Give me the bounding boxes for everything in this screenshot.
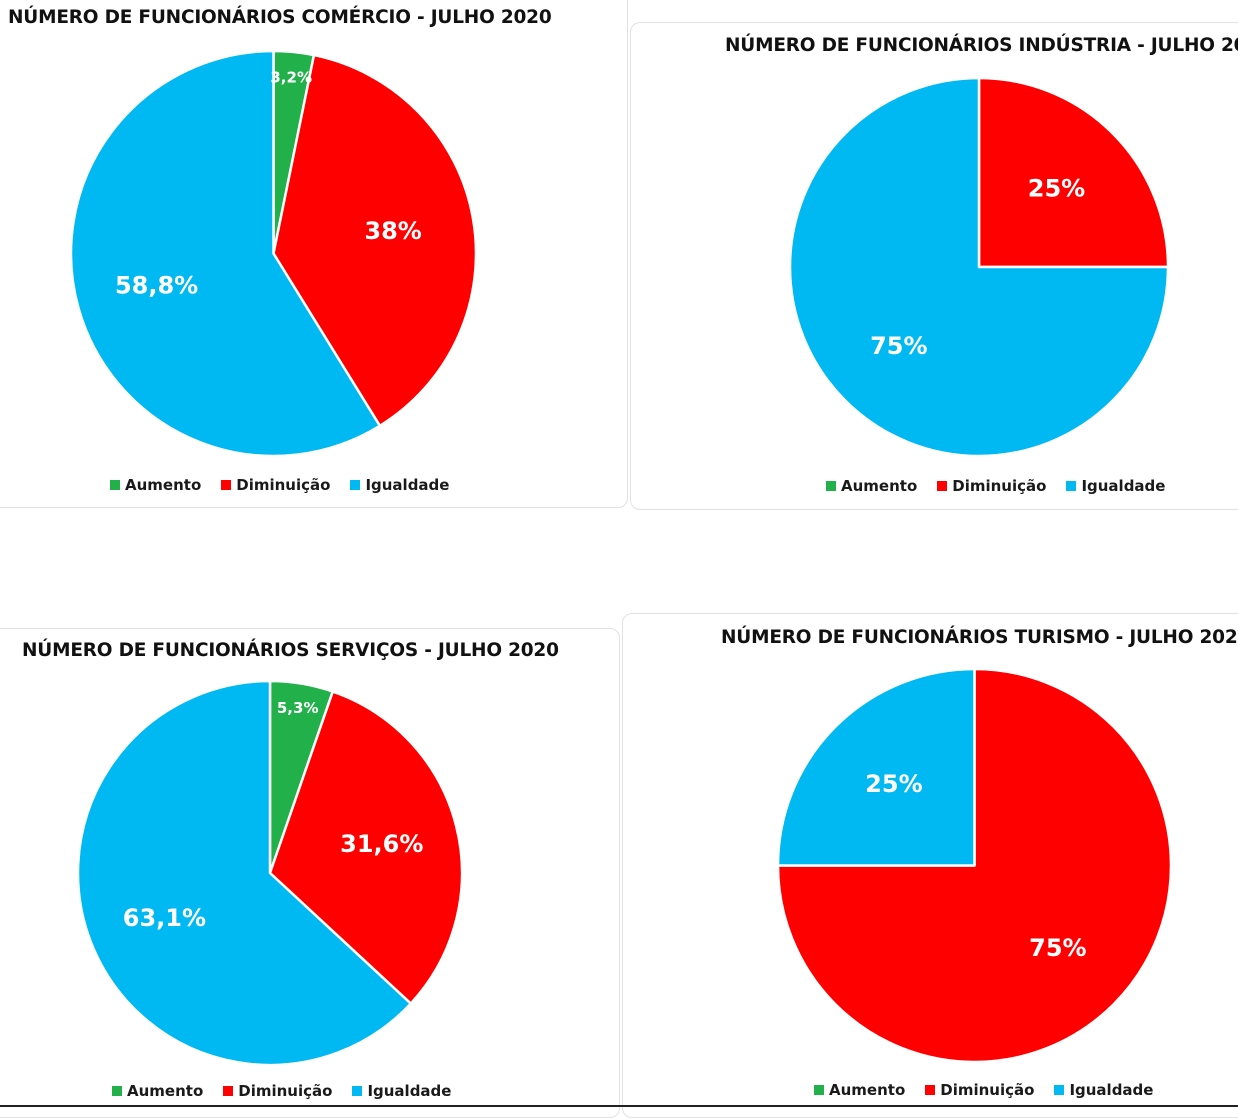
data-label-diminuicao: 25% [1028,174,1085,202]
chart-title-servicos: NÚMERO DE FUNCIONÁRIOS SERVIÇOS - JULHO … [22,640,559,661]
legend-swatch-diminuicao [221,480,232,490]
pie-chart-servicos: 5,3% 31,6% 63,1% [76,679,464,1067]
pie-slice-diminuicao [776,667,1173,1064]
legend-item-aumento: Aumento [112,1082,203,1100]
legend-label-aumento: Aumento [841,477,918,495]
pie-chart-comercio: 3,2% 38% 58,8% [69,49,478,458]
legend-label-igualdade: Igualdade [365,476,450,494]
legend-label-aumento: Aumento [127,1082,204,1100]
legend-swatch-aumento [826,481,836,491]
legend-label-aumento: Aumento [125,476,202,494]
legend-item-igualdade: Igualdade [352,1082,451,1100]
data-label-aumento: 3,2% [270,69,312,87]
pie-slice-igualdade [69,49,382,458]
pie-slice-diminuicao [977,76,1170,269]
legend-item-diminuicao: Diminuição [937,477,1046,495]
legend-turismo: Aumento Diminuição Igualdade [814,1081,1153,1099]
legend-swatch-aumento [814,1085,824,1095]
legend-swatch-aumento [110,480,120,490]
legend-swatch-igualdade [352,1086,363,1096]
pie-chart-industria: 25% 75% [788,76,1170,458]
chart-title-comercio: NÚMERO DE FUNCIONÁRIOS COMÉRCIO - JULHO … [8,7,552,28]
legend-label-aumento: Aumento [829,1081,906,1099]
legend-item-aumento: Aumento [826,477,917,495]
pie-chart-turismo: 75% 25% [776,667,1173,1064]
legend-servicos: Aumento Diminuição Igualdade [112,1082,451,1100]
pie-slice-igualdade [788,76,1170,458]
legend-label-diminuicao: Diminuição [238,1082,333,1100]
data-label-diminuicao: 31,6% [340,830,423,858]
pie-slice-diminuicao [268,690,464,1005]
bottom-border-line [0,1105,1238,1107]
chart-title-turismo: NÚMERO DE FUNCIONÁRIOS TURISMO - JULHO 2… [721,627,1238,648]
chart-title-industria: NÚMERO DE FUNCIONÁRIOS INDÚSTRIA - JULHO… [725,35,1238,56]
legend-swatch-igualdade [1066,481,1077,491]
legend-label-igualdade: Igualdade [1081,477,1166,495]
legend-label-diminuicao: Diminuição [236,476,331,494]
pie-slice-igualdade [76,679,413,1067]
legend-item-igualdade: Igualdade [1054,1081,1153,1099]
legend-swatch-igualdade [1054,1085,1065,1095]
legend-swatch-diminuicao [937,481,948,491]
legend-swatch-igualdade [350,480,361,490]
data-label-igualdade: 75% [870,332,927,360]
legend-label-diminuicao: Diminuição [940,1081,1035,1099]
legend-comercio: Aumento Diminuição Igualdade [110,476,449,494]
data-label-igualdade: 58,8% [115,272,198,300]
legend-label-igualdade: Igualdade [367,1082,452,1100]
legend-swatch-diminuicao [925,1085,936,1095]
legend-industria: Aumento Diminuição Igualdade [826,477,1165,495]
legend-item-aumento: Aumento [110,476,201,494]
legend-swatch-diminuicao [223,1086,234,1096]
data-label-igualdade: 25% [865,770,922,798]
legend-swatch-aumento [112,1086,122,1096]
legend-item-igualdade: Igualdade [350,476,449,494]
legend-item-igualdade: Igualdade [1066,477,1165,495]
data-label-igualdade: 63,1% [123,904,206,932]
legend-label-diminuicao: Diminuição [952,477,1047,495]
pie-slice-igualdade [776,667,976,867]
data-label-diminuicao: 38% [364,217,421,245]
legend-item-aumento: Aumento [814,1081,905,1099]
legend-label-igualdade: Igualdade [1069,1081,1154,1099]
data-label-diminuicao: 75% [1029,934,1086,962]
data-label-aumento: 5,3% [277,699,319,717]
legend-item-diminuicao: Diminuição [925,1081,1034,1099]
legend-item-diminuicao: Diminuição [223,1082,332,1100]
legend-item-diminuicao: Diminuição [221,476,330,494]
